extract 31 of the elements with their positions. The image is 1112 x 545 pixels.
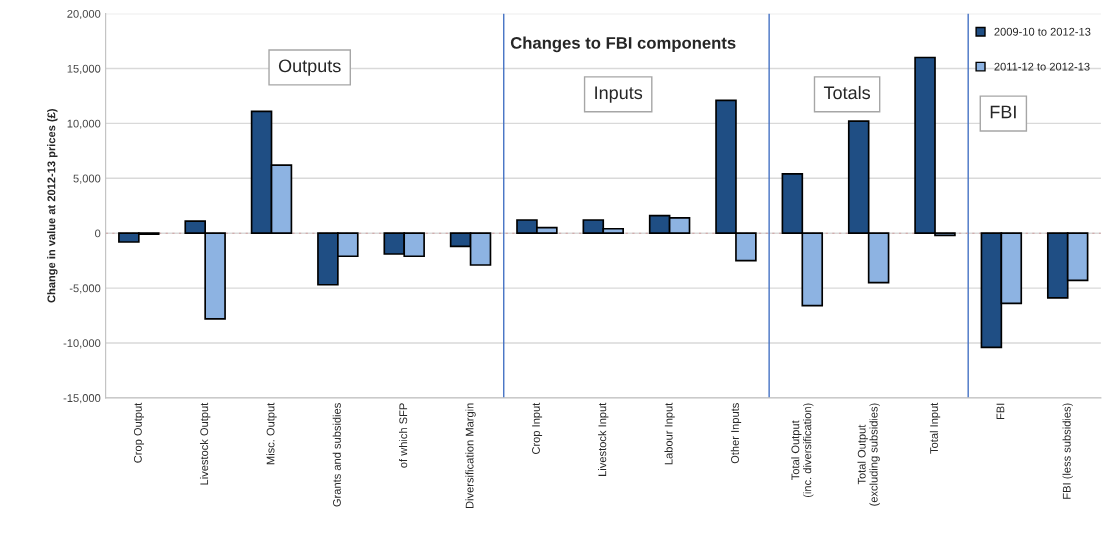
- x-tick-label: Total Input: [929, 402, 941, 454]
- x-tick-label: Other Inputs: [730, 403, 742, 464]
- y-tick-label: 10,000: [67, 119, 101, 129]
- annotation: Inputs: [595, 86, 643, 103]
- x-tick-label: Grants and subsidies: [332, 403, 341, 507]
- text: Changes to FBI components: [510, 36, 736, 53]
- y-tick-label: 5,000: [73, 174, 101, 184]
- y-tick-label: -5,000: [69, 284, 101, 294]
- annotation: Outputs: [278, 59, 341, 76]
- legend-label: 2009-10 to 2012-13: [994, 27, 1091, 36]
- x-tick-label: of which SFP: [399, 403, 408, 468]
- x-tick-label: Crop Output: [133, 402, 144, 463]
- y-tick-label: 15,000: [67, 64, 101, 74]
- x-tick-label: FBI (less subsidies): [1062, 403, 1073, 499]
- x-tick-label: Total Output (excluding subsidies): [857, 403, 880, 506]
- x-tick-label: Labour Input: [664, 402, 675, 465]
- x-tick-label: Total Output (inc. diversification): [791, 403, 814, 498]
- annotation: Totals: [823, 85, 871, 100]
- x-tick-label: Crop Input: [532, 402, 543, 455]
- y-tick-label: -15,000: [63, 394, 101, 404]
- x-tick-label: Diversification Margin: [465, 403, 476, 508]
- x-tick-label: Livestock Output: [199, 402, 211, 485]
- y-tick-label: -10,000: [63, 339, 101, 349]
- y-axis-title: Change in value at 2012-13 prices (£): [47, 109, 58, 303]
- x-tick-label: FBI: [996, 403, 1005, 420]
- y-tick-label: 0: [95, 229, 101, 238]
- x-tick-label: Misc. Output: [266, 402, 277, 465]
- annotation: FBI: [990, 105, 1016, 119]
- legend-label: 2011-12 to 2012-13: [994, 62, 1090, 71]
- x-tick-label: Livestock Input: [598, 402, 609, 476]
- y-tick-label: 20,000: [67, 9, 101, 20]
